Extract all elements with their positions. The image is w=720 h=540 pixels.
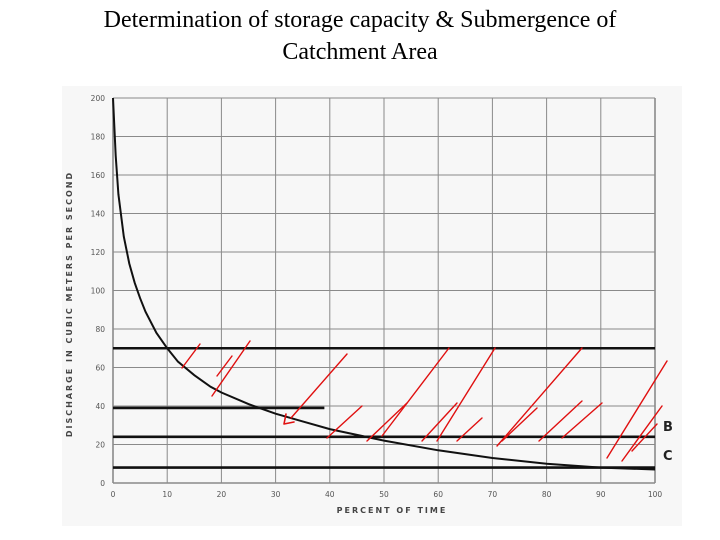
y-tick-label: 80 xyxy=(95,325,105,334)
tick-labels: 0 10 20 30 40 50 60 70 80 90 100 0 20 40 60 80 100 120 140… xyxy=(91,94,663,499)
x-tick-label: 80 xyxy=(542,490,552,499)
level-lines: BC xyxy=(113,346,673,469)
x-tick-label: 30 xyxy=(271,490,281,499)
y-tick-label: 200 xyxy=(91,94,106,103)
arrow-head xyxy=(283,413,295,425)
hatch-mark xyxy=(290,353,348,419)
y-axis-title: DISCHARGE IN CUBIC METERS PER SECOND xyxy=(65,171,74,437)
y-tick-label: 40 xyxy=(95,402,105,411)
hatch-mark xyxy=(456,417,483,442)
hatch-mark xyxy=(181,343,201,369)
hatch-mark xyxy=(561,402,603,439)
hatch-mark xyxy=(436,347,496,442)
flow-duration-curve xyxy=(112,97,656,471)
slide-title-line-1: Determination of storage capacity & Subm… xyxy=(103,7,617,33)
x-tick-label: 90 xyxy=(596,490,606,499)
y-tick-label: 160 xyxy=(91,171,106,180)
hatch-mark xyxy=(538,400,583,442)
y-tick-label: 20 xyxy=(95,441,105,450)
y-tick-label: 0 xyxy=(100,479,105,488)
hatch-mark xyxy=(381,347,450,437)
y-tick-label: 180 xyxy=(91,133,106,142)
hatch-mark xyxy=(496,347,583,447)
x-tick-label: 10 xyxy=(162,490,172,499)
y-tick-label: 60 xyxy=(95,364,105,373)
slide-title-line-2: Catchment Area xyxy=(282,39,438,65)
chart-svg: 0 10 20 30 40 50 60 70 80 90 100 0 20 40 60 80 100 120 140… xyxy=(65,94,673,515)
hatch-mark xyxy=(421,402,458,442)
x-tick-label: 40 xyxy=(325,490,335,499)
zone-label: B xyxy=(663,420,673,435)
y-tick-label: 100 xyxy=(91,287,106,296)
hatch-mark xyxy=(326,405,363,439)
hatch-mark xyxy=(366,402,408,442)
x-tick-label: 100 xyxy=(648,490,663,499)
zone-label: C xyxy=(663,449,673,464)
x-tick-label: 50 xyxy=(379,490,389,499)
hatch-mark xyxy=(621,405,663,462)
y-tick-label: 140 xyxy=(91,210,106,219)
hatch-annotations xyxy=(181,340,668,462)
hatch-mark xyxy=(501,407,538,442)
hatch-mark xyxy=(606,360,668,459)
hatch-mark xyxy=(211,340,251,397)
curve xyxy=(112,97,656,471)
grid xyxy=(112,97,656,484)
x-tick-label: 20 xyxy=(217,490,227,499)
y-tick-label: 120 xyxy=(91,248,106,257)
flow-duration-chart: 0 10 20 30 40 50 60 70 80 90 100 0 20 40 60 80 100 120 140… xyxy=(62,86,682,526)
hatch-mark xyxy=(216,355,233,377)
x-tick-label: 0 xyxy=(111,490,116,499)
slide-title: Determination of storage capacity & Subm… xyxy=(20,4,700,68)
x-tick-label: 60 xyxy=(433,490,443,499)
hatch-mark xyxy=(631,423,658,452)
x-tick-label: 70 xyxy=(488,490,498,499)
x-axis-title: PERCENT OF TIME xyxy=(337,506,448,515)
